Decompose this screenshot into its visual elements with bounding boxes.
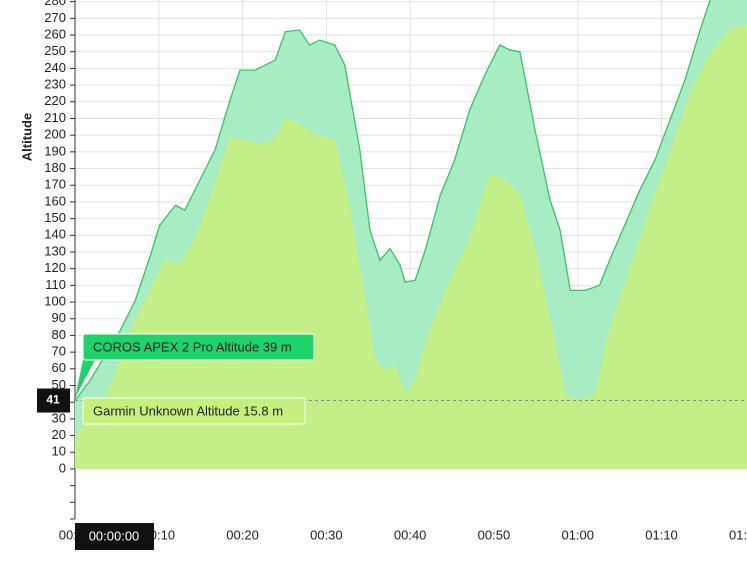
y-tick-label: 210 [44,110,66,125]
x-tick-label: 00:20 [226,527,259,542]
y-tick-label: 230 [44,77,66,92]
y-tick-label: 90 [52,310,66,325]
tooltip-text: Garmin Unknown Altitude 15.8 m [93,403,283,418]
y-tick-label: 170 [44,177,66,192]
y-tick-label: 110 [45,277,66,292]
y-tick-label: 180 [44,160,66,175]
crosshair-box [37,388,70,413]
area-line [75,0,712,401]
x-tick-label: 00:50 [478,527,511,542]
y-tick-label: 50 [52,377,66,392]
crosshair-label: 41 [46,393,60,407]
y-tick-label: 70 [52,344,66,359]
x-tick-label: 01:10 [645,527,678,542]
tooltip-text: COROS APEX 2 Pro Altitude 39 m [93,339,292,354]
y-tick-label: 140 [44,227,66,242]
x-tick-label: 00:30 [310,527,343,542]
tooltip-pointer [75,360,95,398]
y-tick-label: 150 [44,210,66,225]
y-tick-label: 250 [44,43,66,58]
x-tick-label: 01:00 [561,527,594,542]
y-tick-label: 280 [44,0,66,8]
area-line [75,24,747,442]
tooltip [82,397,306,425]
y-tick-label: 10 [52,444,66,459]
y-tick-label: 30 [52,410,66,425]
cursor-box [75,523,154,550]
y-tick-label: 120 [44,260,66,275]
x-tick-label: 01:20 [729,527,747,542]
cursor-label: 00:00:00 [89,528,140,543]
x-tick-label: 00:40 [394,527,427,542]
y-tick-label: 0 [59,460,66,475]
y-tick-label: 60 [52,360,66,375]
y-tick-label: 220 [44,93,66,108]
y-tick-label: 100 [44,293,66,308]
tooltip [82,333,315,361]
y-tick-label: 190 [44,143,66,158]
y-tick-label: 20 [52,427,66,442]
y-tick-label: 240 [44,60,66,75]
y-tick-label: 270 [44,10,66,25]
y-tick-label: 80 [52,327,66,342]
y-tick-label: 260 [44,26,66,41]
tooltip-pointer [75,424,95,444]
y-tick-label: 160 [44,193,66,208]
y-tick-label: 200 [44,127,66,142]
y-tick-label: 130 [44,243,66,258]
y-axis-label: Altitude [19,113,34,161]
